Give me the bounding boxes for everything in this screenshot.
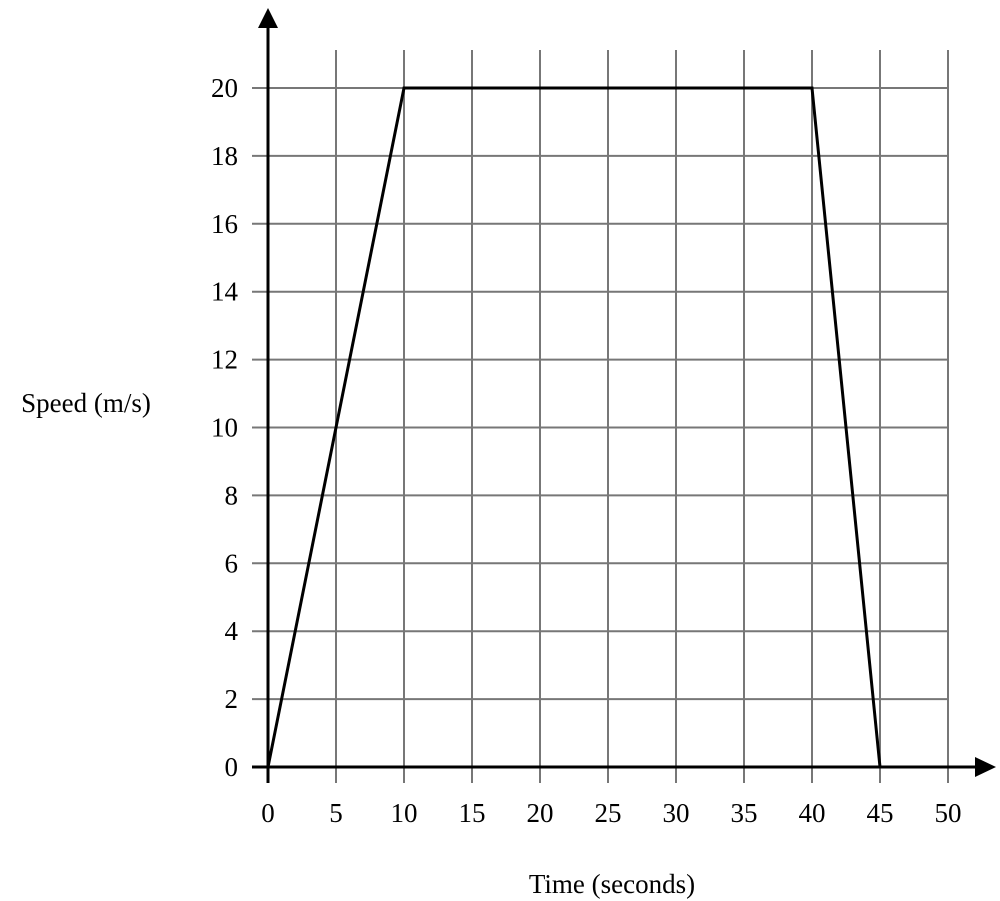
y-tick-label: 2 [225, 684, 239, 714]
grid [252, 50, 949, 783]
y-tick-label: 14 [211, 277, 239, 307]
x-tick-label: 5 [329, 798, 343, 828]
x-tick-label: 50 [935, 798, 962, 828]
series-line-speed [266, 86, 882, 768]
y-axis-arrow-icon [258, 8, 278, 28]
tick-labels: 0 5 10 15 20 25 30 35 40 45 50 0 2 4 6 8 10 12 14 16 18 20 [211, 73, 962, 828]
x-tick-label: 30 [663, 798, 690, 828]
x-tick-label: 35 [731, 798, 758, 828]
x-tick-label: 25 [595, 798, 622, 828]
x-tick-label: 10 [391, 798, 418, 828]
y-tick-label: 16 [211, 209, 238, 239]
y-tick-label: 18 [211, 141, 238, 171]
y-tick-label: 20 [211, 73, 238, 103]
x-tick-label: 0 [261, 798, 275, 828]
y-tick-label: 8 [225, 480, 239, 510]
y-tick-label: 4 [225, 616, 239, 646]
x-tick-label: 20 [527, 798, 554, 828]
y-tick-label: 12 [211, 345, 238, 375]
x-tick-label: 45 [867, 798, 894, 828]
y-tick-label: 0 [225, 752, 239, 782]
x-tick-label: 40 [799, 798, 826, 828]
x-axis-label: Time (seconds) [529, 869, 695, 899]
y-tick-label: 10 [211, 413, 238, 443]
axes [252, 8, 996, 783]
y-tick-label: 6 [225, 548, 239, 578]
y-axis-label: Speed (m/s) [21, 388, 151, 418]
series [266, 86, 882, 768]
x-axis-arrow-icon [975, 757, 996, 777]
x-tick-label: 15 [459, 798, 486, 828]
